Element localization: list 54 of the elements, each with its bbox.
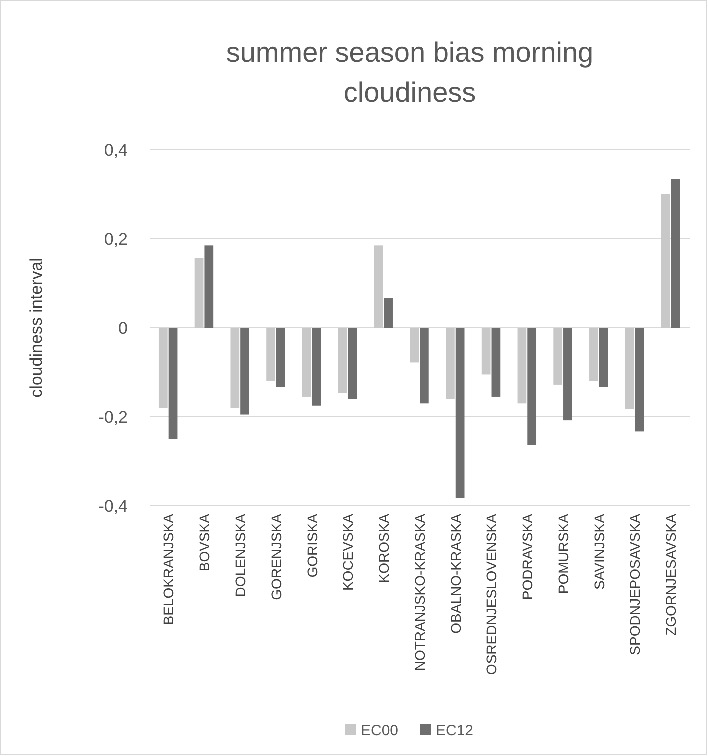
x-tick-label: SPODNJEPOSAVSKA [627,513,644,656]
x-tick-label: ZGORNJESAVSKA [663,513,680,636]
bar [482,328,491,375]
bar [671,179,680,328]
x-tick-label: BOVSKA [196,513,213,572]
y-tick-label: 0,4 [104,140,128,160]
bar [348,328,358,400]
chart-title: summer season bias morning cloudiness [226,37,594,108]
x-tick-label: GORISKA [304,513,320,578]
x-tick-label: OSREDNJESLOVENSKA [484,513,500,676]
y-tick-label: 0 [118,318,128,338]
x-tick-label: SAVINJSKA [591,513,608,590]
bar [518,328,527,404]
x-tick-label: BELOKRANJSKA [160,513,177,626]
y-tick-label: -0,2 [98,408,128,427]
bar [302,328,312,397]
bar [410,328,419,363]
bar [276,328,286,388]
bar [625,328,634,410]
x-tick-label: NOTRANJSKO-KRASKA [412,513,428,672]
bar [240,328,250,415]
y-tick-label: 0,2 [104,230,128,249]
x-tick-label: OBALNO-KRASKA [448,513,464,634]
bar [492,328,501,397]
bar [338,328,348,394]
x-tick-label: KOROSKA [376,513,392,584]
bar [661,194,670,328]
bar [194,258,204,328]
x-tick-label: PODRAVSKA [520,513,536,600]
bar [168,328,178,440]
bar [158,328,168,408]
bar [374,246,384,328]
bar [266,328,276,382]
bar [528,328,537,446]
legend-label: EC12 [436,722,474,740]
y-tick-label: -0,4 [98,496,128,516]
y-axis-title: cloudiness interval [27,258,46,398]
x-tick-label: KOCEVSKA [340,513,356,592]
bar [312,328,322,406]
bar [599,328,608,388]
bar [446,328,455,400]
x-tick-label: GORENJSKA [268,513,284,600]
x-tick-label: POMURSKA [555,513,572,594]
bar [230,328,240,408]
bar [554,328,563,385]
x-tick-label: DOLENJSKA [232,513,248,598]
bar [420,328,429,404]
bar [590,328,598,382]
bar [635,328,644,432]
bar [456,328,465,498]
bar [564,328,572,421]
bar [204,246,214,328]
legend-label: EC00 [361,722,399,740]
bar [384,298,393,328]
